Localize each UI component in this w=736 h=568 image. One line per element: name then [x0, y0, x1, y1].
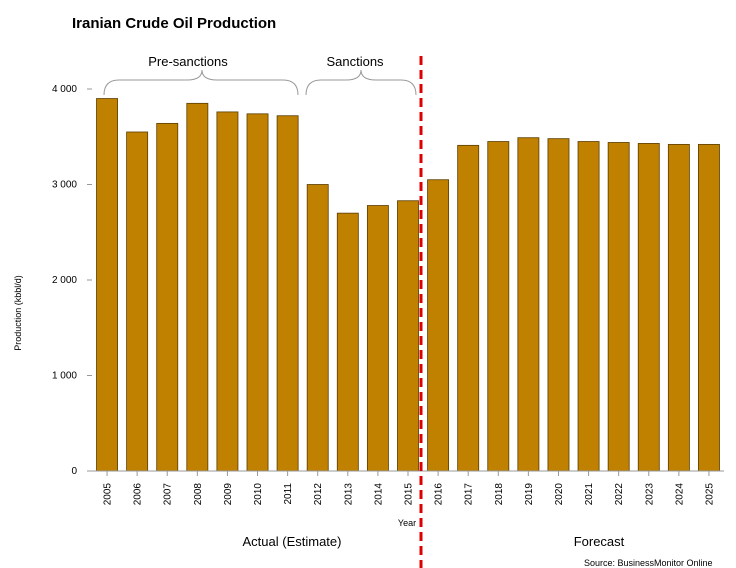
pre-sanctions-label: Pre-sanctions — [148, 54, 228, 69]
x-tick-label-2009: 2009 — [223, 483, 234, 506]
pre-sanctions-bracket — [103, 69, 299, 96]
x-axis-ticks: 2005 2006 2007 2008 2009 2010 2011 2012 2013 2014… — [103, 471, 715, 506]
bar-2016 — [427, 179, 450, 472]
x-tick-label-2017: 2017 — [464, 483, 475, 506]
y-tick-label: 3 000 — [52, 180, 77, 191]
x-tick-label-2005: 2005 — [103, 483, 114, 506]
sanctions-label: Sanctions — [326, 54, 384, 69]
bar-2010 — [246, 113, 269, 472]
x-tick-label-2022: 2022 — [614, 483, 625, 506]
x-tick-label-2008: 2008 — [193, 483, 204, 506]
y-axis-ticks: 0 1 000 2 000 3 000 4 000 — [52, 84, 92, 477]
x-tick-label-2016: 2016 — [434, 483, 445, 506]
x-tick-label-2019: 2019 — [524, 483, 535, 506]
x-tick-label-2023: 2023 — [644, 483, 655, 506]
sanctions-bracket — [305, 69, 417, 96]
bars — [96, 98, 720, 472]
bar-2017 — [457, 144, 480, 472]
bar-2022 — [607, 142, 630, 472]
bar-2019 — [517, 137, 540, 472]
bar-2025 — [698, 143, 720, 472]
bar-2015 — [397, 200, 419, 472]
bar-2007 — [156, 122, 179, 472]
y-tick-label: 1 000 — [52, 371, 77, 382]
x-tick-label-2012: 2012 — [313, 483, 324, 506]
actual-label: Actual (Estimate) — [243, 534, 342, 549]
bar-2012 — [306, 184, 329, 472]
bar-2024 — [667, 143, 690, 472]
bar-2005 — [96, 98, 118, 472]
x-tick-label-2007: 2007 — [163, 483, 174, 506]
x-tick-label-2021: 2021 — [584, 483, 595, 506]
bar-2009 — [216, 111, 239, 472]
bar-2008 — [186, 102, 209, 472]
y-axis-label: Production (kbbl/d) — [13, 275, 23, 351]
y-tick-label: 2 000 — [52, 275, 77, 286]
x-tick-label-2025: 2025 — [704, 483, 715, 506]
bar-2014 — [366, 205, 389, 472]
bar-2021 — [577, 141, 600, 472]
bar-2020 — [547, 138, 570, 472]
y-tick-label: 0 — [71, 466, 77, 477]
x-tick-label-2013: 2013 — [343, 483, 354, 506]
chart-title: Iranian Crude Oil Production — [72, 15, 276, 32]
bar-2013 — [336, 212, 359, 472]
x-tick-label-2018: 2018 — [494, 483, 505, 506]
x-axis-label: Year — [398, 518, 416, 528]
bar-2023 — [637, 143, 660, 472]
forecast-label: Forecast — [574, 534, 625, 549]
y-tick-label: 4 000 — [52, 84, 77, 95]
x-tick-label-2015: 2015 — [404, 483, 415, 506]
x-tick-label-2014: 2014 — [373, 483, 384, 506]
x-tick-label-2024: 2024 — [674, 483, 685, 506]
x-tick-label-2006: 2006 — [133, 483, 144, 506]
x-tick-label-2020: 2020 — [554, 483, 565, 506]
bar-2006 — [126, 131, 149, 472]
x-tick-label-2011: 2011 — [283, 483, 294, 505]
bar-2011 — [276, 115, 299, 472]
source-note: Source: BusinessMonitor Online — [584, 558, 713, 568]
bar-2018 — [487, 141, 510, 472]
x-tick-label-2010: 2010 — [253, 483, 264, 506]
